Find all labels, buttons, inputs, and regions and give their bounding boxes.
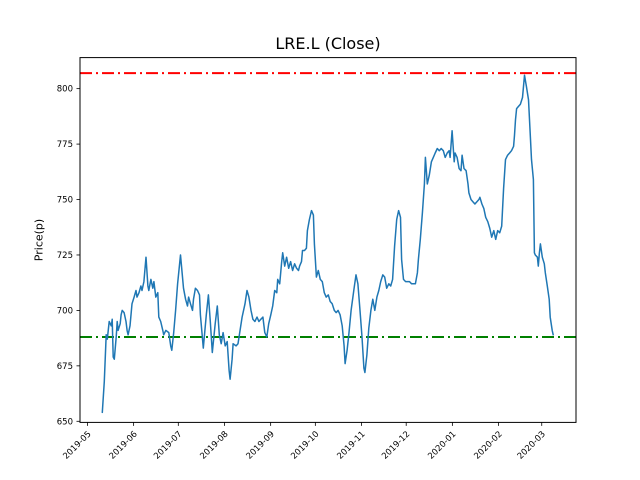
- x-tick-label: 2019-06: [108, 429, 140, 461]
- chart-title: LRE.L (Close): [275, 34, 381, 53]
- x-tick-label: 2020-02: [472, 429, 504, 461]
- x-tick-label: 2020-03: [516, 429, 548, 461]
- y-tick-label: 650: [57, 417, 73, 427]
- x-tick-label: 2019-10: [289, 429, 321, 461]
- y-tick-label: 725: [57, 251, 73, 261]
- plot-frame: [79, 57, 577, 423]
- x-tick-label: 2019-05: [61, 429, 93, 461]
- x-tick-label: 2019-11: [335, 429, 367, 461]
- y-axis-label: Price(p): [32, 218, 46, 262]
- x-tick-label: 2020-01: [426, 429, 458, 461]
- x-tick-label: 2019-07: [152, 429, 184, 461]
- x-tick-label: 2019-12: [380, 429, 412, 461]
- y-tick-label: 675: [57, 362, 73, 372]
- y-tick-label: 800: [57, 85, 73, 95]
- y-tick-label: 700: [57, 306, 73, 316]
- x-tick-label: 2019-09: [245, 429, 277, 461]
- price-series-line: [101, 74, 554, 414]
- x-tick-label: 2019-08: [198, 429, 230, 461]
- y-tick-label: 750: [57, 196, 73, 206]
- y-tick-label: 775: [57, 140, 73, 150]
